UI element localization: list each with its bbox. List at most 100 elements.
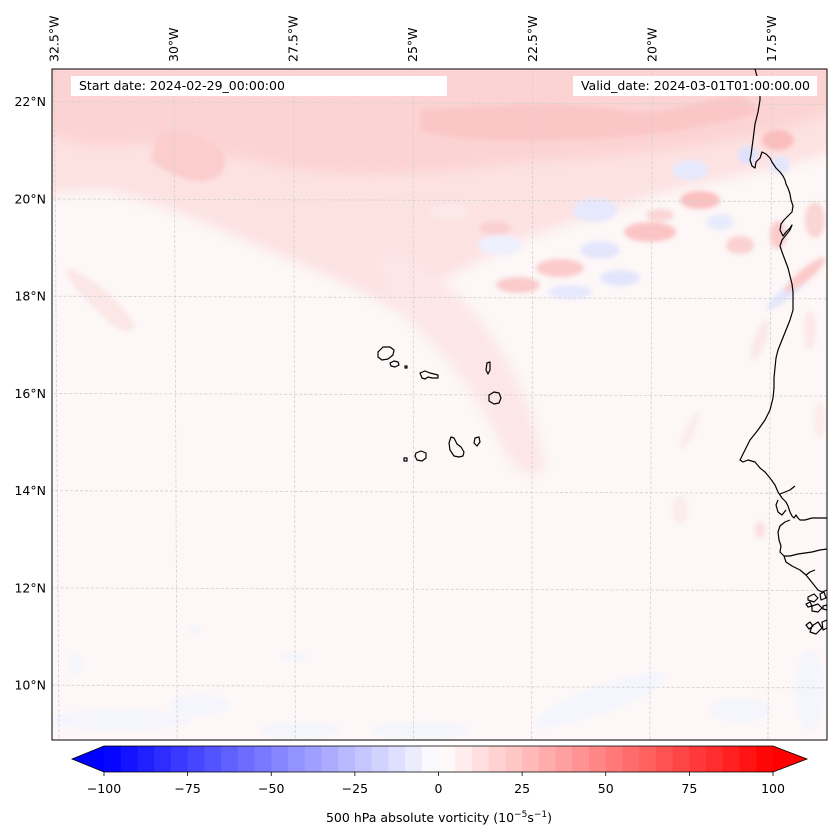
colorbar-cell [405,746,423,772]
latitude-tick-label: 18°N [14,289,46,304]
vorticity-cell-positive [770,221,786,249]
colorbar: −100 −75 −50 −25 0 25 50 75 100 500 hPa absolute… [70,745,809,825]
vorticity-cell-positive [496,277,540,293]
vorticity-wave-train [430,130,826,310]
colorbar-cell [488,746,506,772]
island-fogo [414,450,427,462]
colorbar-cell [120,746,138,772]
vorticity-faint-streaks [672,310,826,538]
colorbar-tick-label: 0 [435,781,443,796]
colorbar-tick-label: 75 [681,781,697,796]
island-brava [403,457,408,462]
colorbar-cell [672,746,690,772]
colorbar-cell [655,746,674,772]
vorticity-contour-north-peak [420,95,760,141]
colorbar-cell [471,746,490,772]
vorticity-cell-positive [814,402,826,438]
vorticity-cell-negative [548,285,592,299]
colorbar-tick-label: −50 [258,781,284,796]
map-panel [52,69,827,740]
colorbar-tick-label: −25 [342,781,368,796]
colorbar-tick-label: 50 [598,781,614,796]
island-sao-nicolau [419,370,439,380]
longitude-labels: 32.5°W 30°W 27.5°W 25°W 22.5°W 20°W 17.5°W [46,16,779,62]
vorticity-cell-positive [680,191,720,209]
island-boa-vista [488,391,502,405]
parallel-gridline [52,490,827,494]
longitude-tick-label: 27.5°W [286,16,301,62]
colorbar-extend-max [773,746,807,772]
latitude-tick-label: 10°N [14,678,46,693]
colorbar-cell [689,746,707,772]
vorticity-cell-negative [189,626,201,634]
meridian-gridline [53,69,60,740]
longitude-tick-label: 22.5°W [525,16,540,62]
colorbar-tick-label: −75 [174,781,200,796]
vorticity-cell-negative [738,146,758,164]
vorticity-cell-negative [770,156,790,174]
latitude-tick-label: 14°N [14,483,46,498]
colorbar-cell [722,746,740,772]
island-sal [485,361,491,375]
island-santa-luzia [404,365,408,369]
parallel-gridline [52,393,827,397]
colorbar-cell [739,746,757,772]
colorbar-cell [589,746,607,772]
vorticity-cell-negative [170,695,230,715]
colorbar-cell [438,746,456,772]
coastline-senegal-river [775,485,796,516]
vorticity-cell-positive [784,257,826,293]
vorticity-cell-positive [430,204,470,220]
colorbar-tick-label: −100 [87,781,121,796]
colorbar-cell [371,746,389,772]
vorticity-cell-positive [479,221,511,235]
colorbar-cell [187,746,205,772]
vorticity-cell-positive [755,522,765,538]
latitude-tick-label: 22°N [14,94,46,109]
colorbar-cell [287,746,306,772]
vorticity-cell-positive [680,411,700,449]
vorticity-cell-negative [68,653,82,677]
island-sao-vicente [389,360,400,368]
longitude-tick-label: 17.5°W [764,16,779,62]
colorbar-cell [522,746,540,772]
colorbar-cell [271,746,289,772]
vorticity-cell-positive [646,209,674,221]
map-frame [51,68,828,741]
colorbar-cell [421,746,439,772]
vorticity-cell-negative [706,214,734,230]
colorbar-tick-label: 100 [761,781,785,796]
vorticity-cell-positive [804,310,816,350]
coastline-guinea-bissau [783,555,827,593]
coastline-africa-west [739,99,827,521]
colorbar-cell [455,746,473,772]
colorbar-cell [154,746,172,772]
colorbar-cell [321,746,339,772]
colorbar-cell [254,746,272,772]
coastlines [377,69,827,635]
vorticity-cell-negative [370,722,470,738]
island-santiago [448,436,465,458]
parallel-gridline [52,198,827,203]
valid-date-annotation: Valid_date: 2024-03-01T01:00:00.00 [572,76,817,96]
vorticity-cell-negative [573,198,617,222]
start-date-annotation: Start date: 2024-02-29_00:00:00 [71,76,447,96]
vorticity-cell-negative [710,698,770,722]
vorticity-contour-north-west-lobe [150,130,226,182]
meridian-gridline [649,69,653,740]
colorbar-cell [756,746,774,772]
colorbar-cell [538,746,556,772]
longitude-tick-label: 20°W [645,27,660,62]
vorticity-negative-patches [52,626,824,738]
vorticity-cell-negative [796,650,824,730]
meridian-gridline [767,69,773,740]
colorbar-extend-min [72,746,104,772]
island-santo-antao [377,346,395,361]
latitude-labels: 22°N 20°N 18°N 16°N 14°N 12°N 10°N [14,94,46,693]
parallel-gridline [52,684,827,689]
vorticity-cell-negative [534,672,666,728]
colorbar-cell [622,746,640,772]
colorbar-cell [338,746,356,772]
meridian-gridline [173,69,178,740]
